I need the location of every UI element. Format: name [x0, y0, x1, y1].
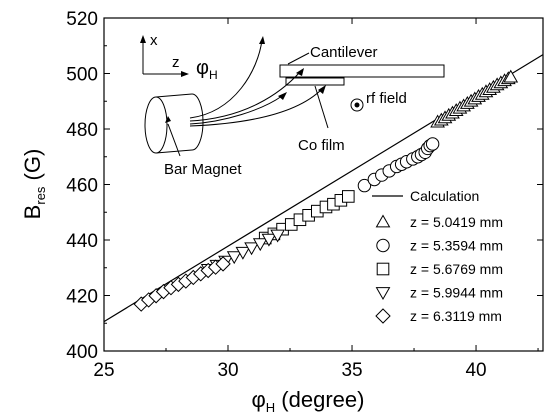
- x-axis-label: φH (degree): [252, 387, 365, 415]
- legend-label: z = 5.3594 mm: [410, 238, 503, 254]
- bar-magnet-back: [144, 96, 168, 154]
- series-diamond: [133, 256, 231, 312]
- y-tick-label: 500: [66, 65, 98, 86]
- experiment-schematic: x z φH Cantilever rf field Co film Bar M…: [140, 32, 445, 178]
- y-tick-label: 480: [66, 120, 98, 141]
- data-point: [503, 69, 519, 83]
- field-line-4: [189, 88, 323, 127]
- z-arrowhead-icon: [181, 71, 189, 77]
- field-line-3-arrowhead-icon: [278, 92, 287, 100]
- y-axis-label-unit: (G): [20, 149, 45, 187]
- data-markers: [133, 69, 519, 312]
- y-axis-label-subscript: res: [33, 186, 48, 205]
- y-tick-label: 400: [66, 342, 98, 363]
- bar-magnet-icon: [155, 93, 193, 154]
- y-tick-label: 460: [66, 176, 98, 197]
- x-tick-label: 30: [217, 360, 238, 381]
- legend-marker-diamond: [375, 308, 391, 324]
- legend-label: z = 5.0419 mm: [410, 214, 503, 230]
- legend-label: z = 5.9944 mm: [410, 285, 503, 301]
- field-line-2: [189, 71, 301, 122]
- y-axis-label: Bres (G): [20, 149, 48, 220]
- legend-label: z = 5.6769 mm: [410, 261, 503, 277]
- x-tick-label: 40: [465, 360, 486, 381]
- rf-field-dot-icon: [354, 102, 360, 108]
- x-tick-label: 25: [93, 360, 114, 381]
- legend-label: z = 6.3119 mm: [410, 308, 502, 324]
- legend-marker-square: [376, 262, 390, 276]
- ticks: 25 30 35 40 400 420 440 460 480 500 520: [66, 9, 543, 381]
- data-point: [357, 178, 372, 193]
- field-line-4-arrowhead-icon: [318, 85, 326, 94]
- rf-field-label: rf field: [366, 90, 407, 107]
- magnet-pointer-arrowhead-icon: [165, 116, 171, 123]
- x-axis-label-subscript: H: [266, 400, 275, 415]
- data-point: [252, 238, 268, 252]
- data-point: [244, 242, 259, 256]
- data-point: [215, 256, 231, 272]
- data-point: [235, 246, 251, 260]
- data-point: [425, 137, 440, 151]
- bar-magnet-label: Bar Magnet: [164, 161, 242, 178]
- x-axis-label-unit: (degree): [275, 387, 364, 412]
- y-tick-label: 520: [66, 9, 98, 30]
- bar-magnet-front: [191, 93, 204, 151]
- data-point: [270, 229, 285, 243]
- field-line-1: [189, 39, 263, 119]
- magnet-pointer: [167, 123, 181, 157]
- angle-label: φH: [196, 57, 218, 82]
- data-point: [342, 190, 355, 203]
- legend-marker-triangle-down: [375, 287, 391, 301]
- data-point: [226, 251, 242, 265]
- y-axis-label-main: B: [20, 205, 45, 220]
- y-tick-label: 440: [66, 231, 98, 252]
- cantilever-label: Cantilever: [310, 44, 378, 61]
- y-tick-label: 420: [66, 287, 98, 308]
- series-circle: [357, 137, 440, 193]
- series-triangle-up: [430, 69, 519, 128]
- inset-z-label: z: [172, 54, 180, 71]
- data-point: [261, 233, 277, 247]
- x-axis-label-main: φ: [252, 387, 266, 412]
- legend-marker-triangle-up: [375, 214, 391, 228]
- co-film-strip: [285, 77, 345, 86]
- cantilever-bar: [279, 64, 445, 78]
- x-tick-label: 35: [341, 360, 362, 381]
- field-line-2-arrowhead-icon: [296, 68, 304, 76]
- field-line-3: [189, 95, 283, 125]
- field-line-1-arrowhead-icon: [259, 36, 265, 44]
- inset-x-label: x: [150, 32, 158, 49]
- co-film-label: Co film: [298, 137, 345, 154]
- x-arrowhead-icon: [140, 35, 146, 43]
- legend: Calculation z = 5.0419 mm z = 5.3594 mm z …: [372, 188, 503, 324]
- cantilever-pointer: [287, 52, 310, 65]
- legend-calculation-label: Calculation: [410, 188, 479, 204]
- series-triangle-down: [200, 229, 285, 277]
- legend-marker-circle: [376, 238, 390, 253]
